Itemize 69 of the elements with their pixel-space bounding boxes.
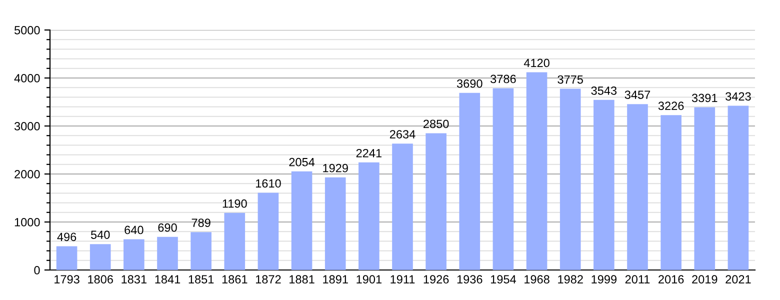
data-label: 1610 xyxy=(256,179,281,188)
x-tick-label: 2016 xyxy=(658,275,684,284)
data-label: 640 xyxy=(124,226,144,234)
bar xyxy=(627,104,648,270)
data-label: 2634 xyxy=(390,130,416,138)
data-label: 3423 xyxy=(726,92,751,101)
data-label: 1190 xyxy=(222,199,247,208)
x-tick-label: 1793 xyxy=(54,275,80,284)
x-tick-label: 1954 xyxy=(490,275,516,284)
x-tick-label: 1841 xyxy=(155,275,180,284)
bar xyxy=(492,88,514,270)
x-tick-label: 1926 xyxy=(424,275,449,284)
bar xyxy=(459,92,480,270)
bar xyxy=(660,115,682,270)
data-label: 3391 xyxy=(692,94,718,102)
x-tick-label: 2019 xyxy=(692,275,718,284)
x-tick-label: 1861 xyxy=(222,275,248,284)
bar xyxy=(526,72,548,270)
x-tick-label: 1936 xyxy=(457,275,482,284)
data-label: 3226 xyxy=(658,102,684,110)
x-tick-label: 1999 xyxy=(592,275,616,284)
y-tick-label: 2000 xyxy=(14,170,40,178)
bar xyxy=(291,171,312,270)
bar xyxy=(258,192,279,270)
data-label: 3690 xyxy=(456,79,482,88)
y-tick-label: 5000 xyxy=(14,26,40,34)
data-label: 3775 xyxy=(558,75,583,84)
x-tick-label: 1901 xyxy=(356,275,382,284)
data-label: 3457 xyxy=(624,90,650,99)
x-tick-label: 2021 xyxy=(726,275,751,284)
bar xyxy=(224,212,246,270)
data-label: 789 xyxy=(192,218,210,228)
data-label: 690 xyxy=(158,223,177,232)
data-label: 1929 xyxy=(323,164,348,172)
x-tick-label: 1806 xyxy=(88,275,113,284)
data-label: 3543 xyxy=(591,86,617,95)
data-label: 4120 xyxy=(524,58,550,68)
y-tick-label: 4000 xyxy=(14,74,40,82)
bar xyxy=(56,246,78,270)
data-label: 2850 xyxy=(424,120,449,128)
x-tick-label: 1851 xyxy=(188,275,214,284)
bar xyxy=(90,244,111,270)
bar xyxy=(694,107,716,270)
y-tick-label: 3000 xyxy=(14,122,40,130)
x-tick-label: 1911 xyxy=(390,275,415,284)
x-tick-label: 1881 xyxy=(290,275,314,284)
x-tick-label: 1968 xyxy=(524,275,550,284)
data-label: 2054 xyxy=(289,158,315,166)
bar xyxy=(426,133,446,270)
x-tick-label: 1872 xyxy=(256,275,281,284)
x-tick-label: 1891 xyxy=(323,275,348,284)
bar xyxy=(560,88,581,270)
bar xyxy=(594,100,614,270)
bar xyxy=(157,236,178,270)
bar xyxy=(358,162,380,270)
x-tick-label: 2011 xyxy=(625,275,650,284)
bar xyxy=(190,232,212,270)
x-tick-label: 1831 xyxy=(122,275,146,284)
y-tick-label: 0 xyxy=(34,266,40,274)
x-tick-label: 1982 xyxy=(558,275,583,284)
bar xyxy=(124,239,144,270)
bar xyxy=(392,144,413,270)
bar xyxy=(324,177,346,270)
y-tick-label: 1000 xyxy=(14,218,40,226)
data-label: 496 xyxy=(57,232,76,242)
data-label: 2241 xyxy=(356,148,382,158)
bar xyxy=(728,106,749,270)
data-label: 3786 xyxy=(490,74,516,84)
data-label: 540 xyxy=(90,230,110,239)
